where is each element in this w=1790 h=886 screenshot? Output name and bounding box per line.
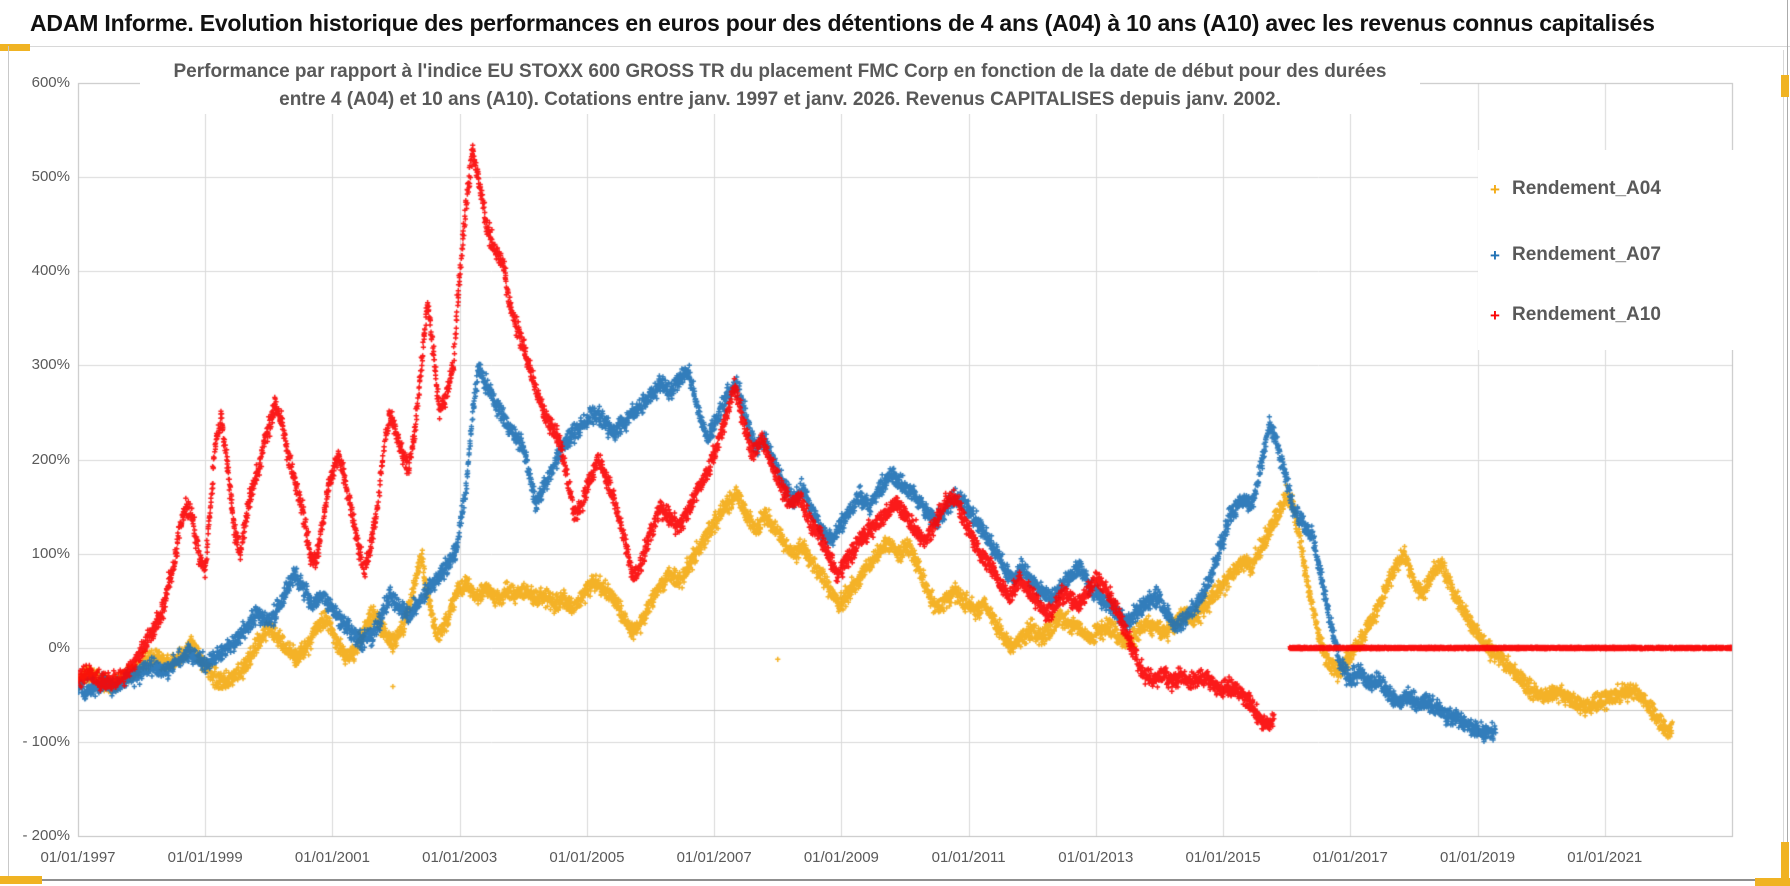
legend-label: Rendement_A07 xyxy=(1512,244,1661,265)
x-axis-tick: 01/01/2017 xyxy=(1312,849,1388,866)
y-axis-tick: 600% xyxy=(31,73,70,91)
legend-label: Rendement_A04 xyxy=(1512,178,1661,199)
y-axis-tick: - 200% xyxy=(22,827,70,845)
chart-title: Performance par rapport à l'indice EU ST… xyxy=(140,58,1420,114)
legend-marker-icon: + xyxy=(1490,305,1500,325)
bottom-window-edge xyxy=(0,879,1790,881)
right-window-edge xyxy=(1787,0,1788,886)
x-axis-tick: 01/01/1999 xyxy=(167,849,243,866)
legend-item-rendement_a04[interactable]: + Rendement_A04 xyxy=(1478,178,1768,200)
accent-bottom-left xyxy=(0,876,42,884)
chart-title-line2: entre 4 (A04) et 10 ans (A10). Cotations… xyxy=(279,89,1281,110)
legend-item-rendement_a10[interactable]: + Rendement_A10 xyxy=(1478,304,1768,326)
y-axis-tick: 200% xyxy=(31,450,70,468)
y-axis-tick: 400% xyxy=(31,262,70,280)
chart-legend: + Rendement_A04 + Rendement_A07 + Rendement_A… xyxy=(1478,150,1768,350)
accent-right-bottom xyxy=(1781,842,1789,886)
y-axis-tick: 500% xyxy=(31,168,70,186)
x-axis-tick: 01/01/2021 xyxy=(1567,849,1643,866)
legend-marker-icon: + xyxy=(1490,245,1500,265)
legend-item-rendement_a07[interactable]: + Rendement_A07 xyxy=(1478,244,1768,266)
y-axis-tick: 0% xyxy=(48,639,70,656)
accent-right-top xyxy=(1781,75,1789,97)
chart-object-edge xyxy=(1783,50,1784,876)
x-axis-tick: 01/01/2005 xyxy=(549,849,625,866)
x-axis-tick: 01/01/2001 xyxy=(294,849,370,866)
x-axis-tick: 01/01/2007 xyxy=(676,849,752,866)
accent-bottom-right xyxy=(1755,878,1790,886)
x-axis-tick: 01/01/2011 xyxy=(931,849,1006,866)
chart-title-line1: Performance par rapport à l'indice EU ST… xyxy=(173,61,1387,82)
y-axis-tick: 300% xyxy=(31,356,70,374)
x-axis-tick: 01/01/2013 xyxy=(1058,849,1134,866)
x-axis-tick: 01/01/1997 xyxy=(40,849,116,866)
legend-marker-icon: + xyxy=(1490,179,1500,199)
y-axis-tick: 100% xyxy=(31,544,70,562)
left-window-edge xyxy=(8,46,9,879)
x-axis-tick: 01/01/2019 xyxy=(1439,849,1516,866)
x-axis-tick: 01/01/2003 xyxy=(422,849,498,866)
x-axis-tick: 01/01/2009 xyxy=(803,849,879,866)
x-axis-tick: 01/01/2015 xyxy=(1185,849,1261,866)
legend-label: Rendement_A10 xyxy=(1512,304,1661,325)
y-axis-tick: - 100% xyxy=(22,733,70,751)
